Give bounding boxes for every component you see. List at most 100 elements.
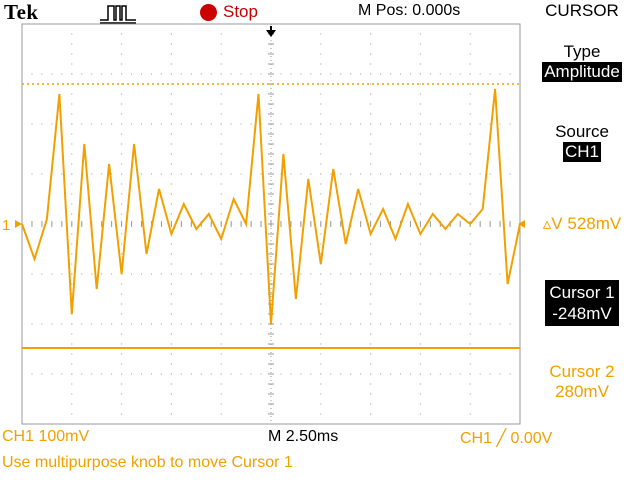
grid-dot	[121, 403, 123, 405]
grid-dot	[101, 173, 103, 175]
grid-dot	[71, 343, 73, 345]
grid-dot	[170, 373, 172, 375]
grid-dot	[320, 213, 322, 215]
type-menu-button[interactable]: Type Amplitude	[524, 42, 640, 82]
grid-dot	[220, 43, 222, 45]
grid-dot	[320, 123, 322, 125]
grid-dot	[121, 173, 123, 175]
grid-dot	[469, 113, 471, 115]
grid-dot	[101, 323, 103, 325]
grid-dot	[469, 243, 471, 245]
grid-dot	[71, 163, 73, 165]
cursor1-menu-button[interactable]: Cursor 1 -248mV	[524, 280, 640, 326]
grid-dot	[469, 393, 471, 395]
grid-dot	[190, 173, 192, 175]
grid-dot	[170, 403, 172, 405]
grid-dot	[121, 203, 123, 205]
grid-dot	[419, 133, 421, 135]
grid-dot	[449, 373, 451, 375]
grid-dot	[380, 373, 382, 375]
grid-dot	[220, 193, 222, 195]
cursor2-value: 280mV	[555, 382, 609, 401]
grid-dot	[409, 73, 411, 75]
grid-dot	[419, 83, 421, 85]
grid-dot	[150, 273, 152, 275]
grid-dot	[320, 173, 322, 175]
grid-dot	[200, 73, 202, 75]
grid-dot	[469, 383, 471, 385]
grid-dot	[81, 123, 83, 125]
grid-dot	[290, 273, 292, 275]
grid-dot	[390, 273, 392, 275]
grid-dot	[81, 73, 83, 75]
grid-dot	[71, 283, 73, 285]
grid-dot	[320, 233, 322, 235]
grid-dot	[310, 123, 312, 125]
grid-dot	[121, 143, 123, 145]
trigger-position-icon	[266, 30, 276, 37]
grid-dot	[71, 363, 73, 365]
type-value: Amplitude	[542, 62, 622, 82]
grid-dot	[370, 363, 372, 365]
grid-dot	[310, 73, 312, 75]
grid-dot	[160, 323, 162, 325]
grid-dot	[300, 323, 302, 325]
grid-dot	[519, 273, 521, 275]
grid-dot	[220, 103, 222, 105]
acquisition-pulse-icon	[100, 5, 136, 24]
grid-dot	[469, 153, 471, 155]
grid-dot	[399, 373, 401, 375]
grid-dot	[370, 143, 372, 145]
grid-dot	[479, 373, 481, 375]
grid-dot	[419, 273, 421, 275]
grid-dot	[210, 123, 212, 125]
grid-dot	[170, 193, 172, 195]
grid-dot	[220, 33, 222, 35]
grid-dot	[350, 273, 352, 275]
grid-dot	[320, 373, 322, 375]
grid-dot	[340, 123, 342, 125]
grid-dot	[320, 333, 322, 335]
grid-dot	[509, 173, 511, 175]
grid-dot	[71, 173, 73, 175]
grid-dot	[220, 373, 222, 375]
grid-dot	[170, 33, 172, 35]
cursor2-menu-button[interactable]: Cursor 2 280mV	[524, 362, 640, 402]
grid-dot	[111, 373, 113, 375]
grid-dot	[21, 73, 23, 75]
grid-dot	[320, 423, 322, 425]
grid-dot	[71, 133, 73, 135]
grid-dot	[220, 243, 222, 245]
grid-dot	[160, 123, 162, 125]
grid-dot	[170, 123, 172, 125]
grid-dot	[121, 83, 123, 85]
grid-dot	[141, 73, 143, 75]
grid-dot	[310, 273, 312, 275]
source-menu-button[interactable]: Source CH1	[524, 122, 640, 162]
grid-dot	[419, 413, 421, 415]
grid-dot	[210, 323, 212, 325]
grid-dot	[469, 333, 471, 335]
grid-dot	[51, 73, 53, 75]
grid-dot	[419, 303, 421, 305]
grid-dot	[170, 353, 172, 355]
grid-dot	[190, 273, 192, 275]
grid-dot	[71, 263, 73, 265]
grid-dot	[170, 93, 172, 95]
grid-dot	[240, 173, 242, 175]
grid-dot	[170, 83, 172, 85]
grid-dot	[320, 133, 322, 135]
grid-dot	[429, 73, 431, 75]
grid-dot	[370, 353, 372, 355]
grid-dot	[170, 323, 172, 325]
grid-dot	[459, 323, 461, 325]
grid-dot	[310, 323, 312, 325]
grid-dot	[419, 393, 421, 395]
grid-dot	[479, 173, 481, 175]
grid-dot	[150, 123, 152, 125]
grid-dot	[479, 273, 481, 275]
grid-dot	[320, 53, 322, 55]
grid-dot	[419, 403, 421, 405]
grid-dot	[330, 273, 332, 275]
grid-dot	[409, 173, 411, 175]
